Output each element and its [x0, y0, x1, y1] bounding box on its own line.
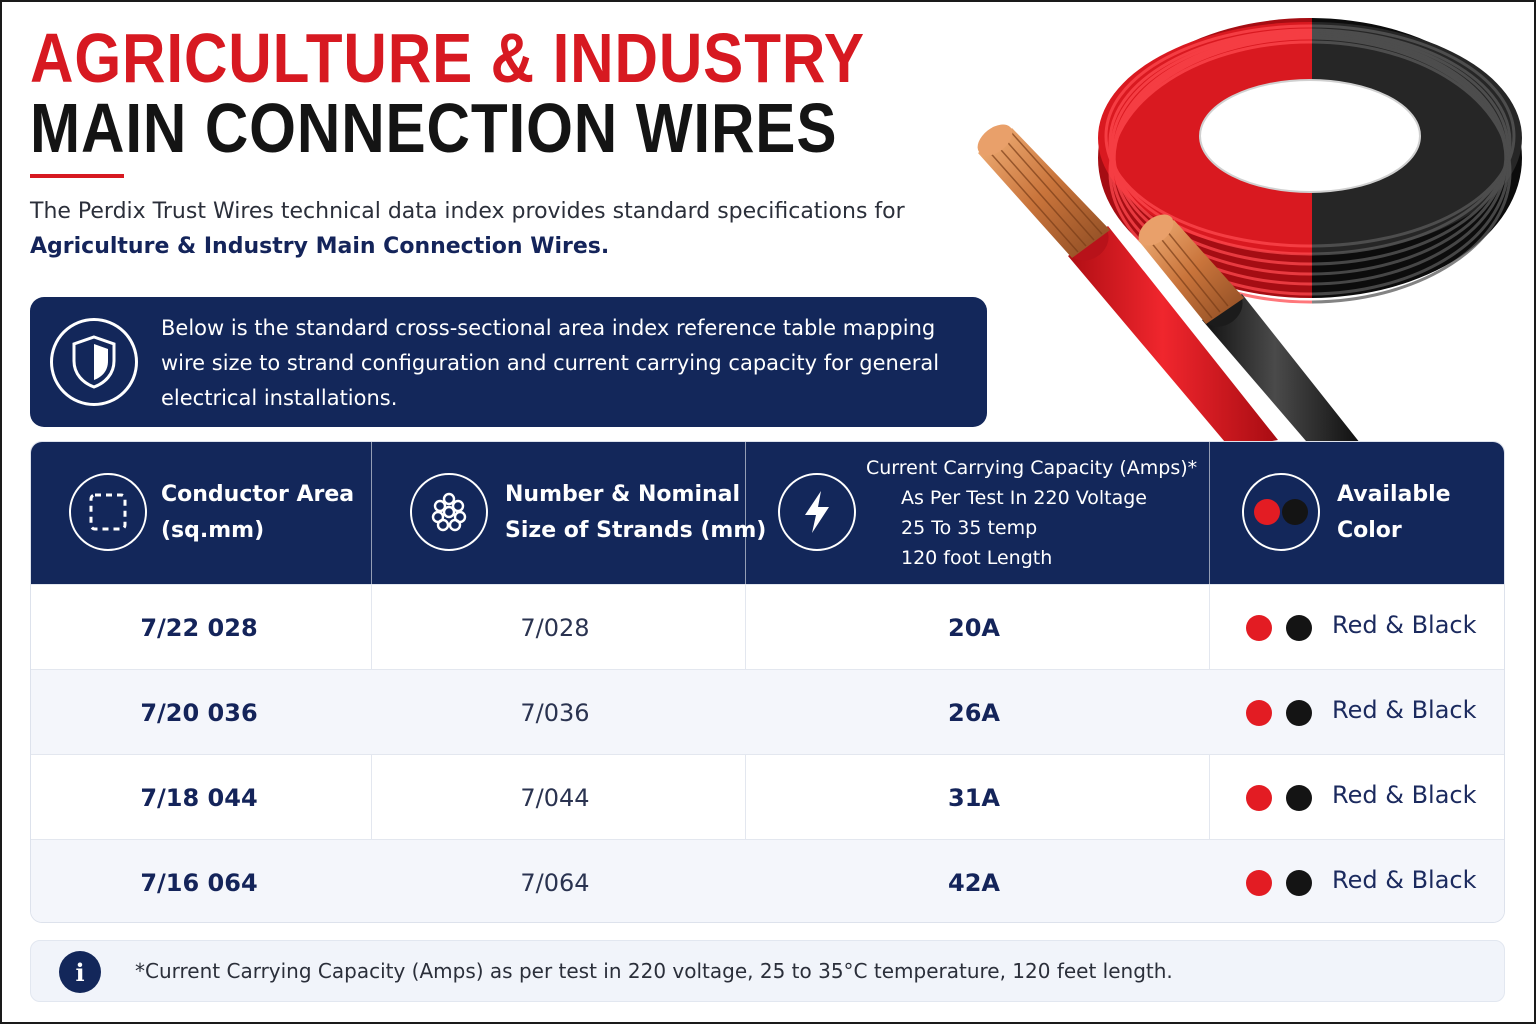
color-label: Red & Black — [1332, 781, 1477, 809]
shield-icon — [50, 318, 138, 406]
title-underline — [30, 174, 124, 178]
dashed-square-icon — [69, 473, 147, 551]
intro-text: The Perdix Trust Wires technical data in… — [30, 199, 905, 224]
table-header: Conductor Area (sq.mm) Number & Nominal … — [31, 442, 1504, 584]
cell-conductor-area: 7/22 028 — [140, 613, 258, 642]
table-row: 7/16 064 7/064 42A Red & Black — [31, 839, 1504, 922]
table-row: 7/18 044 7/044 31A Red & Black — [31, 754, 1504, 840]
cell-strands: 7/028 — [520, 613, 590, 642]
cell-color: Red & Black — [1210, 755, 1504, 840]
info-banner: Below is the standard cross-sectional ar… — [30, 297, 987, 427]
footnote-text: *Current Carrying Capacity (Amps) as per… — [135, 959, 1173, 983]
cell-amps: 42A — [948, 868, 1000, 897]
header-strands: Number & Nominal Size of Strands (mm) — [372, 442, 766, 584]
color-label: Red & Black — [1332, 611, 1477, 639]
title-line-2: MAIN CONNECTION WIRES — [30, 89, 838, 167]
table-row: 7/22 028 7/028 20A Red & Black — [31, 584, 1504, 670]
table-row: 7/20 036 7/036 26A Red & Black — [31, 669, 1504, 755]
black-dot-icon — [1286, 615, 1312, 641]
color-label: Red & Black — [1332, 866, 1477, 894]
black-dot-icon — [1286, 870, 1312, 896]
cell-strands: 7/064 — [520, 868, 590, 897]
black-dot-icon — [1286, 700, 1312, 726]
cell-strands: 7/044 — [520, 783, 590, 812]
header-current-capacity-line-4: 120 foot Length — [901, 547, 1053, 569]
banner-text: Below is the standard cross-sectional ar… — [161, 316, 940, 410]
cell-conductor-area: 7/16 064 — [140, 868, 258, 897]
cell-amps: 31A — [948, 783, 1000, 812]
cell-conductor-area: 7/18 044 — [140, 783, 258, 812]
header-current-capacity-line-3: 25 To 35 temp — [901, 517, 1038, 539]
header-conductor-area-label: Conductor Area (sq.mm) — [161, 482, 355, 543]
cell-color: Red & Black — [1210, 670, 1504, 755]
red-dot-icon — [1246, 700, 1272, 726]
black-dot-icon — [1286, 785, 1312, 811]
intro-product-name: Agriculture & Industry Main Connection W… — [30, 234, 610, 259]
red-black-wire-coil-image — [960, 8, 1536, 448]
lightning-bolt-icon — [778, 473, 856, 551]
cell-color: Red & Black — [1210, 585, 1504, 670]
color-label: Red & Black — [1332, 696, 1477, 724]
header-current-capacity-line-2: As Per Test In 220 Voltage — [901, 487, 1147, 509]
cell-conductor-area: 7/20 036 — [140, 698, 258, 727]
info-icon: i — [59, 951, 101, 993]
header-conductor-area: Conductor Area (sq.mm) — [31, 442, 371, 584]
header-strands-label: Number & Nominal Size of Strands (mm) — [505, 482, 767, 543]
red-dot-icon — [1246, 615, 1272, 641]
specification-table: Conductor Area (sq.mm) Number & Nominal … — [30, 441, 1505, 923]
footnote: i *Current Carrying Capacity (Amps) as p… — [30, 940, 1505, 1002]
red-dot-icon — [1246, 785, 1272, 811]
red-dot-icon — [1246, 870, 1272, 896]
wire-strands-icon — [410, 473, 488, 551]
title-line-1: AGRICULTURE & INDUSTRY — [30, 19, 865, 97]
cell-amps: 26A — [948, 698, 1000, 727]
cell-amps: 20A — [948, 613, 1000, 642]
header-current-capacity-line-1: Current Carrying Capacity (Amps)* — [866, 457, 1198, 479]
header-current-capacity: Current Carrying Capacity (Amps)* As Per… — [746, 442, 1209, 584]
red-black-dots-icon — [1242, 473, 1320, 551]
cell-color: Red & Black — [1210, 840, 1504, 922]
header-available-color: Available Color — [1210, 442, 1504, 584]
cell-strands: 7/036 — [520, 698, 590, 727]
header-available-color-label: Available Color — [1337, 482, 1451, 543]
